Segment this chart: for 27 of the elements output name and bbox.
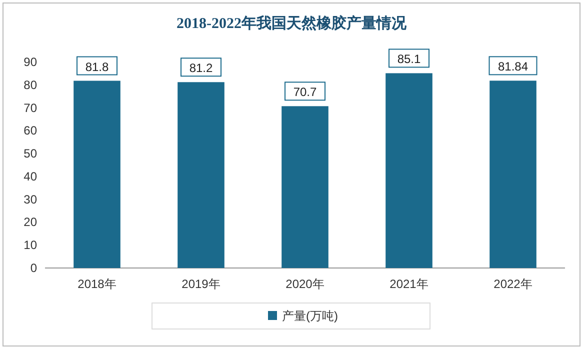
y-tick-label: 40 bbox=[24, 169, 38, 184]
y-tick-label: 0 bbox=[30, 261, 38, 275]
bar bbox=[74, 80, 120, 268]
bar bbox=[386, 73, 432, 268]
data-label: 70.7 bbox=[293, 85, 317, 100]
x-tick-label: 2020年 bbox=[286, 277, 324, 291]
x-tick-label: 2022年 bbox=[494, 277, 532, 291]
y-tick-label: 70 bbox=[24, 100, 38, 115]
y-tick-label: 60 bbox=[24, 124, 38, 138]
chart-title: 2018-2022年我国天然橡胶产量情况 bbox=[176, 14, 408, 32]
y-tick-label: 50 bbox=[24, 146, 38, 161]
legend-label: 产量(万吨) bbox=[282, 309, 338, 323]
y-tick-label: 30 bbox=[24, 192, 38, 206]
x-tick-label: 2019年 bbox=[182, 277, 220, 291]
data-label: 81.8 bbox=[85, 60, 109, 74]
data-label: 85.1 bbox=[397, 52, 421, 66]
y-tick-label: 80 bbox=[24, 78, 38, 92]
y-tick-label: 10 bbox=[24, 238, 38, 252]
y-tick-label: 90 bbox=[24, 55, 38, 69]
x-tick-label: 2021年 bbox=[390, 277, 428, 291]
y-tick-label: 20 bbox=[24, 215, 38, 230]
bar bbox=[178, 82, 224, 268]
data-label: 81.2 bbox=[189, 61, 213, 76]
data-label: 81.84 bbox=[498, 60, 528, 74]
bar bbox=[282, 106, 328, 268]
x-tick-label: 2018年 bbox=[78, 277, 116, 291]
bar bbox=[490, 80, 536, 268]
